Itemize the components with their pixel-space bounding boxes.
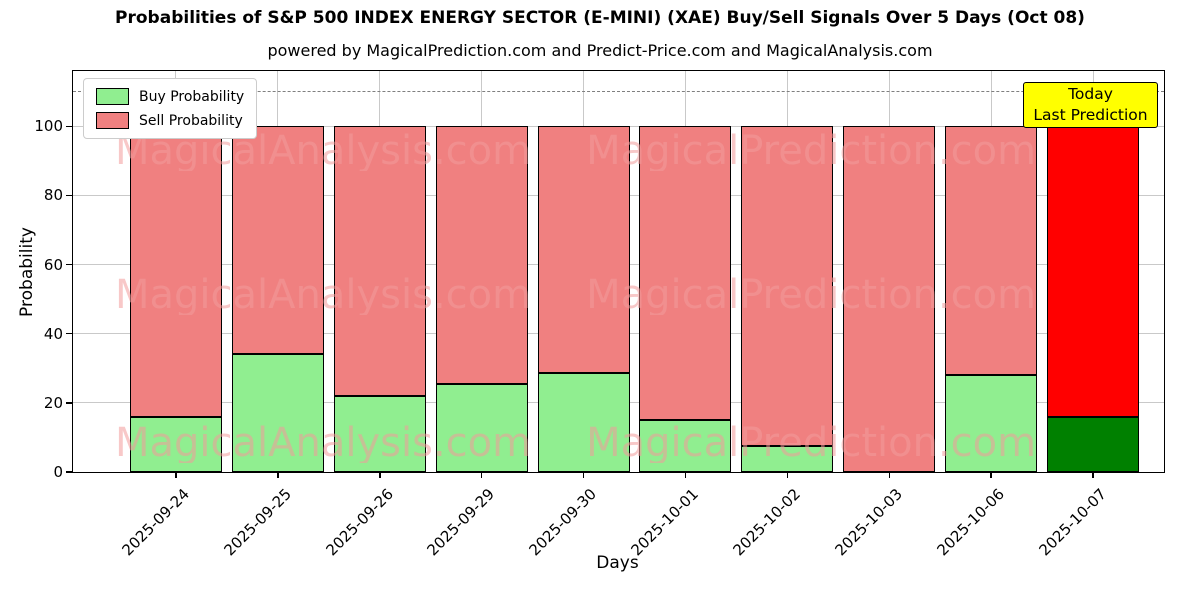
- x-axis-tick: [379, 472, 381, 478]
- legend-item: Sell Probability: [96, 112, 244, 129]
- bar-segment-sell: [843, 126, 936, 472]
- annotation-line1: Today: [1068, 85, 1113, 103]
- bar-segment-sell: [1047, 126, 1140, 417]
- x-axis-tick: [786, 472, 789, 478]
- x-axis-tick: [277, 472, 279, 478]
- legend-item: Buy Probability: [96, 88, 244, 105]
- x-axis-tick: [990, 472, 992, 478]
- bar-segment-sell: [639, 126, 732, 421]
- x-tick-label: 2025-10-02: [729, 485, 805, 560]
- y-axis-tick: [66, 125, 73, 128]
- bar-segment-buy: [945, 375, 1038, 472]
- y-axis-tick: [66, 402, 73, 404]
- bar-segment-sell: [333, 126, 426, 396]
- annotation-line2: Last Prediction: [1033, 106, 1148, 124]
- x-tick-label: 2025-09-25: [220, 485, 295, 560]
- x-tick-label: 2025-09-24: [118, 485, 193, 560]
- y-tick-label: 80: [43, 186, 63, 205]
- legend-item-label: Sell Probability: [139, 112, 243, 129]
- y-axis-tick: [66, 471, 73, 473]
- y-axis-tick: [66, 332, 73, 335]
- plot-area: Buy Probability Sell Probability Today La…: [17, 70, 1165, 559]
- bar-segment-buy: [1047, 416, 1140, 472]
- x-axis-tick: [684, 472, 687, 478]
- bar-segment-sell: [945, 126, 1038, 376]
- y-tick-label: 40: [43, 324, 63, 343]
- x-axis-tick: [888, 472, 890, 478]
- bar-segment-sell: [231, 126, 324, 355]
- today-annotation-box: Today Last Prediction: [1023, 82, 1158, 128]
- x-tick-labels: 2025-09-24 2025-09-25 2025-09-26 2025-09-29…: [73, 472, 1164, 562]
- bar-segment-buy: [333, 395, 426, 472]
- legend-swatch: [96, 88, 129, 105]
- y-tick-label: 100: [34, 117, 63, 136]
- x-tick-label: 2025-10-03: [831, 485, 906, 560]
- y-tick-label: 60: [43, 255, 63, 274]
- x-tick-label: 2025-10-01: [627, 485, 703, 560]
- y-axis-tick: [66, 263, 73, 266]
- bar-segment-sell: [537, 126, 630, 374]
- y-tick-label: 20: [43, 393, 63, 412]
- x-axis-label: Days: [596, 553, 639, 573]
- x-axis-tick: [175, 472, 177, 478]
- x-tick-label: 2025-09-26: [322, 485, 397, 560]
- dashed-threshold-line: [73, 90, 1164, 92]
- y-tick-label: 0: [53, 463, 63, 481]
- x-axis-tick: [480, 472, 483, 478]
- bar-segment-buy: [537, 373, 630, 472]
- x-tick-label: 2025-09-30: [525, 485, 601, 560]
- x-tick-label: 2025-09-29: [424, 485, 499, 560]
- bar-segment-sell: [741, 126, 834, 447]
- legend: Buy Probability Sell Probability: [83, 78, 258, 139]
- x-tick-label: 2025-10-06: [933, 485, 1008, 560]
- y-axis-tick: [66, 194, 73, 197]
- bar-segment-buy: [129, 416, 222, 472]
- bar-segment-sell: [435, 126, 528, 384]
- y-axis-label: Probability: [17, 226, 37, 317]
- bar-segment-buy: [741, 446, 834, 472]
- bar-segment-buy: [231, 354, 324, 472]
- x-axis-tick: [1092, 472, 1094, 478]
- bar-segment-buy: [639, 420, 732, 472]
- x-axis-tick: [582, 472, 585, 478]
- chart-subtitle: powered by MagicalPrediction.com and Pre…: [267, 41, 933, 60]
- bar-segment-buy: [435, 383, 528, 472]
- horizontal-gridline: [73, 125, 1164, 127]
- legend-item-label: Buy Probability: [139, 88, 245, 105]
- bar-segment-sell: [129, 126, 222, 417]
- x-tick-label: 2025-10-07: [1035, 485, 1110, 560]
- legend-swatch: [96, 112, 129, 129]
- chart-title: Probabilities of S&P 500 INDEX ENERGY SE…: [115, 8, 1085, 28]
